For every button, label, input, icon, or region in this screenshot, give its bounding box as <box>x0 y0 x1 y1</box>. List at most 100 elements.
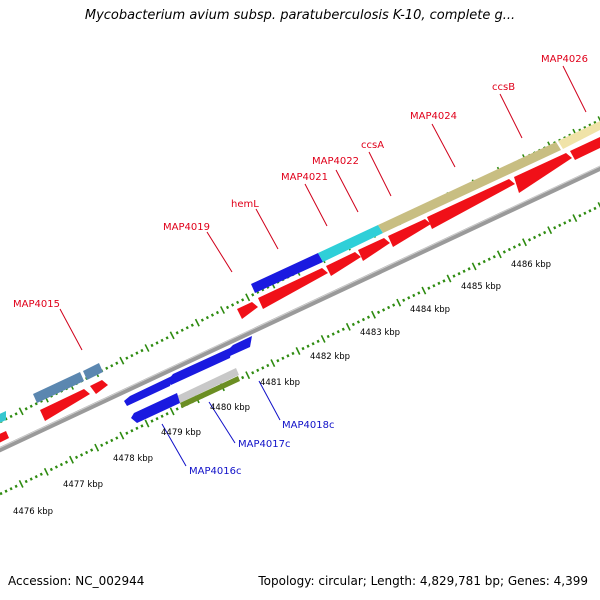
major-tick <box>144 419 150 428</box>
scale-label: 4483 kbp <box>360 328 400 338</box>
minor-tick <box>85 450 89 455</box>
minor-tick <box>130 429 134 433</box>
feature-arrow-red-1[interactable] <box>0 431 9 445</box>
minor-tick <box>442 279 446 283</box>
minor-tick <box>301 346 305 351</box>
minor-tick <box>437 281 441 285</box>
feature-bar-cyan-left[interactable] <box>0 411 6 425</box>
page-title: Mycobacterium avium subsp. paratuberculo… <box>84 8 516 23</box>
minor-tick <box>130 353 134 358</box>
feature-bar-cyan[interactable] <box>318 225 383 262</box>
feature-arrow-red-10[interactable] <box>514 153 572 193</box>
scale-label: 4479 kbp <box>161 428 201 438</box>
major-tick <box>446 274 452 283</box>
gene-label-ccsB[interactable]: ccsB <box>492 82 515 93</box>
feature-arrow-red-5[interactable] <box>258 268 328 309</box>
feature-arrow-red-3[interactable] <box>90 380 108 394</box>
gene-label-MAP4019[interactable]: MAP4019 <box>163 222 210 233</box>
minor-tick <box>135 426 139 430</box>
gene-label-ccsA[interactable]: ccsA <box>361 140 384 151</box>
minor-tick <box>382 308 386 312</box>
gene-label-MAP4024[interactable]: MAP4024 <box>410 111 457 122</box>
scale-label: 4478 kbp <box>113 454 153 464</box>
minor-tick <box>432 284 436 288</box>
gene-label-MAP4021[interactable]: MAP4021 <box>281 172 328 183</box>
gene-label-MAP4022[interactable]: MAP4022 <box>312 156 359 167</box>
minor-tick <box>4 489 8 493</box>
minor-tick <box>59 462 63 467</box>
feature-bar-blue-hemL[interactable] <box>251 253 323 293</box>
minor-tick <box>387 305 391 310</box>
minor-tick <box>261 366 265 370</box>
feature-bar-silver[interactable] <box>177 368 239 403</box>
minor-tick <box>190 323 194 327</box>
feature-bar-steelblue[interactable] <box>33 372 84 403</box>
major-tick <box>547 226 553 235</box>
minor-tick <box>80 453 84 457</box>
minor-tick <box>230 303 235 307</box>
feature-bar-steelblue-2[interactable] <box>83 363 103 380</box>
major-tick <box>522 238 527 247</box>
gene-label-MAP4017c[interactable]: MAP4017c <box>238 439 290 450</box>
feature-bar-olivegreen[interactable] <box>180 376 240 408</box>
minor-tick <box>39 472 43 476</box>
minor-tick <box>251 371 255 375</box>
minor-tick <box>74 455 79 459</box>
minor-tick <box>331 332 335 336</box>
major-tick <box>396 298 402 307</box>
feature-arrow-red-8[interactable] <box>388 219 431 247</box>
major-tick <box>245 371 251 380</box>
minor-tick <box>175 407 179 411</box>
feature-arrow-red-6[interactable] <box>326 252 361 276</box>
minor-tick <box>593 206 597 211</box>
minor-tick <box>105 366 109 370</box>
feature-arrow-blue-rev-3[interactable] <box>228 336 252 356</box>
major-tick <box>43 467 49 476</box>
feature-arrow-blue-rev-1[interactable] <box>124 375 174 406</box>
feature-arrow-red-11[interactable] <box>570 137 600 160</box>
gene-label-hemL[interactable]: hemL <box>231 199 259 210</box>
minor-tick <box>225 305 230 310</box>
major-tick <box>295 347 301 355</box>
scale-label: 4485 kbp <box>461 282 501 292</box>
minor-tick <box>14 484 18 488</box>
minor-tick <box>402 298 406 302</box>
minor-tick <box>427 286 431 290</box>
feature-arrow-red-2[interactable] <box>40 389 90 421</box>
feature-arrow-red-4[interactable] <box>237 302 258 319</box>
gene-label-MAP4026[interactable]: MAP4026 <box>541 54 588 65</box>
minor-tick <box>417 291 421 295</box>
minor-tick <box>351 322 355 327</box>
minor-tick <box>266 363 270 368</box>
feature-arrow-red-7[interactable] <box>358 238 390 261</box>
feature-arrow-blue-rev-2[interactable] <box>169 347 232 385</box>
minor-tick <box>49 467 53 472</box>
feature-bar-khaki[interactable] <box>558 121 600 149</box>
minor-tick <box>376 310 381 314</box>
minor-tick <box>311 342 315 346</box>
minor-tick <box>125 431 129 435</box>
feature-bar-olive[interactable] <box>378 142 561 233</box>
minor-tick <box>150 343 154 348</box>
minor-tick <box>588 209 592 213</box>
minor-tick <box>507 247 511 252</box>
major-tick <box>496 250 502 259</box>
gene-label-MAP4018c[interactable]: MAP4018c <box>282 420 334 431</box>
major-tick <box>421 286 427 295</box>
major-tick <box>245 293 251 302</box>
gene-label-MAP4016c[interactable]: MAP4016c <box>189 466 241 477</box>
minor-tick <box>165 336 169 340</box>
minor-tick <box>492 255 496 259</box>
minor-tick <box>452 274 456 278</box>
minor-tick <box>412 293 416 298</box>
minor-tick <box>407 296 411 300</box>
gene-label-MAP4015[interactable]: MAP4015 <box>13 299 60 310</box>
minor-tick <box>210 313 215 317</box>
feature-arrow-red-9[interactable] <box>427 179 515 229</box>
feature-arrow-blue-rev-4[interactable] <box>131 393 180 423</box>
minor-tick <box>115 436 119 440</box>
minor-tick <box>29 477 33 481</box>
minor-tick <box>462 269 466 273</box>
minor-tick <box>29 404 33 408</box>
